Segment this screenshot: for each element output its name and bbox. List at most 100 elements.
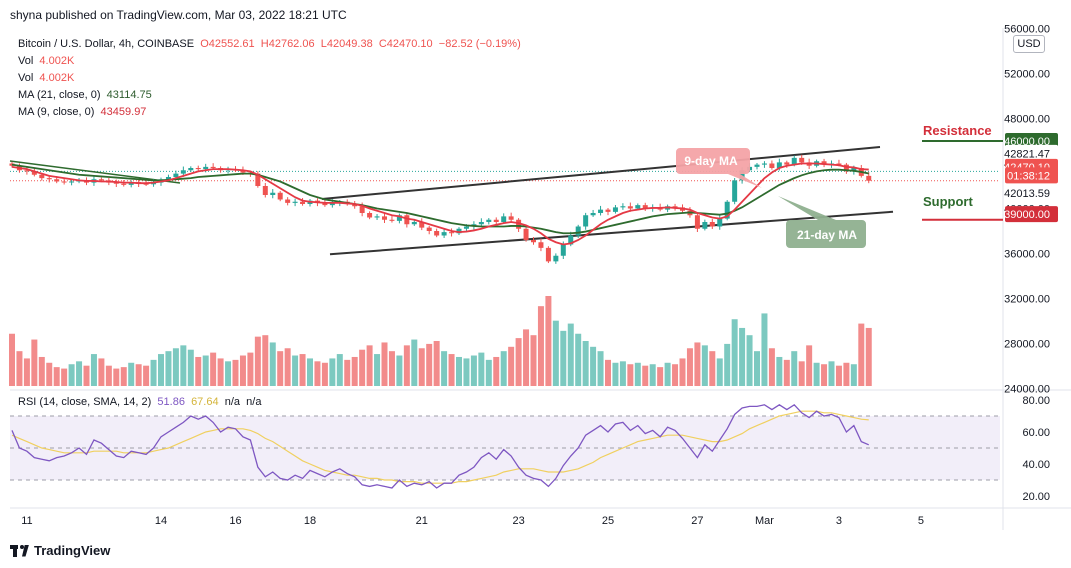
ma21-line [11, 163, 869, 235]
rsi-pane [10, 403, 1000, 489]
rsi-na-2: n/a [246, 396, 262, 408]
volume-bar [374, 354, 381, 386]
volume-bar [165, 351, 172, 386]
candle-body [240, 170, 246, 173]
volume-bar [567, 323, 574, 386]
candle-body [717, 218, 723, 227]
volume-bar [441, 351, 448, 386]
time-tick-label: 25 [602, 515, 614, 527]
volume-bar [150, 359, 157, 386]
volume-bar [210, 352, 217, 386]
time-tick-label: 5 [918, 515, 924, 527]
volume-bar [120, 367, 127, 386]
volume-bar [686, 348, 693, 386]
volume-bar [508, 346, 515, 386]
candle-body [396, 215, 402, 221]
axes: 56000.0052000.0048000.0044000.0040000.00… [21, 24, 1059, 527]
volume-bar [731, 319, 738, 386]
volume-bar [329, 358, 336, 386]
candle-body [598, 209, 604, 213]
candle-body [799, 157, 805, 163]
footer-brand[interactable]: TradingView [10, 543, 110, 558]
candle-body [590, 213, 596, 216]
volume-bar [739, 327, 746, 386]
volume-bar [299, 354, 306, 386]
candle-body [449, 232, 455, 234]
volume-bar [649, 364, 656, 386]
ma9-callout: 9-day MA [676, 148, 762, 188]
candle-body [277, 192, 283, 200]
volume-row-1[interactable]: Vol 4.002K [18, 53, 521, 70]
candle-body [285, 199, 291, 203]
volume-bar [187, 349, 194, 386]
candle-body [292, 201, 298, 203]
volume-bar [806, 345, 813, 386]
candle-body [255, 173, 261, 186]
candle-body [113, 182, 119, 184]
ma9-row[interactable]: MA (9, close, 0) 43459.97 [18, 104, 521, 121]
tradingview-logo-icon [10, 544, 30, 557]
candle-body [419, 222, 425, 228]
volume-bar [485, 359, 492, 386]
volume-bar [143, 365, 150, 386]
volume-bar [590, 346, 597, 386]
ma21-row[interactable]: MA (21, close, 0) 43114.75 [18, 87, 521, 104]
candle-body [300, 201, 306, 204]
candle-body [262, 186, 268, 195]
volume-bar [344, 359, 351, 386]
annotations: Resistance Support 9-day MA 21-day MA [676, 123, 1003, 248]
volume-bar [232, 359, 239, 386]
rsi-sma-value: 67.64 [191, 396, 219, 408]
volume-bar [828, 361, 835, 386]
candle-body [54, 179, 60, 182]
volume-bar [359, 349, 366, 386]
volume-bar [865, 327, 872, 386]
candle-body [866, 175, 872, 181]
volume-bar [254, 336, 261, 386]
candle-body [508, 216, 514, 220]
candle-body [776, 162, 782, 168]
candle-body [538, 242, 544, 248]
volume-bar [835, 365, 842, 386]
candle-body [31, 171, 37, 175]
ma9-label: MA (9, close, 0) [18, 106, 95, 118]
candle-body [121, 183, 127, 185]
price-label-text: 39000.00 [1004, 209, 1050, 221]
volume-bar [456, 356, 462, 386]
volume-bar [158, 354, 164, 386]
time-tick-label: 14 [155, 515, 167, 527]
candle-body [791, 157, 797, 165]
volume-bar [202, 355, 209, 386]
volume-bar [217, 358, 224, 386]
volume-bar [709, 351, 716, 386]
volume-bar [612, 362, 619, 386]
lower-trendline [329, 210, 894, 256]
volume-row-2[interactable]: Vol 4.002K [18, 70, 521, 87]
candle-body [456, 228, 462, 234]
ma9-line [11, 162, 869, 246]
volume-bar [754, 351, 760, 386]
candle-body [478, 222, 484, 225]
candle-body [180, 170, 186, 174]
candle-body [575, 226, 581, 236]
price-label-ma21: 42013.59 [1004, 184, 1059, 202]
candle-body [553, 255, 559, 262]
volume-bar [381, 342, 388, 386]
currency-button[interactable]: USD [1013, 35, 1045, 53]
time-tick-label: 16 [229, 515, 241, 527]
rsi-tick-label: 40.00 [1022, 459, 1050, 471]
volume-bar [366, 345, 373, 386]
volume-bar [858, 323, 865, 386]
candle-body [329, 202, 335, 206]
candle-body [173, 173, 179, 177]
chart-legend: Bitcoin / U.S. Dollar, 4h, COINBASE O425… [18, 36, 521, 121]
candle-body [568, 235, 574, 245]
symbol-title[interactable]: Bitcoin / U.S. Dollar, 4h, COINBASE [18, 38, 195, 50]
publisher-line: shyna published on TradingView.com, Mar … [10, 8, 347, 22]
ma9-callout-box [676, 148, 762, 188]
ma21-callout-box [778, 196, 866, 248]
time-tick-label: 18 [304, 515, 316, 527]
candle-body [404, 215, 410, 225]
rsi-legend[interactable]: RSI (14, close, SMA, 14, 2) 51.86 67.64 … [18, 396, 261, 408]
